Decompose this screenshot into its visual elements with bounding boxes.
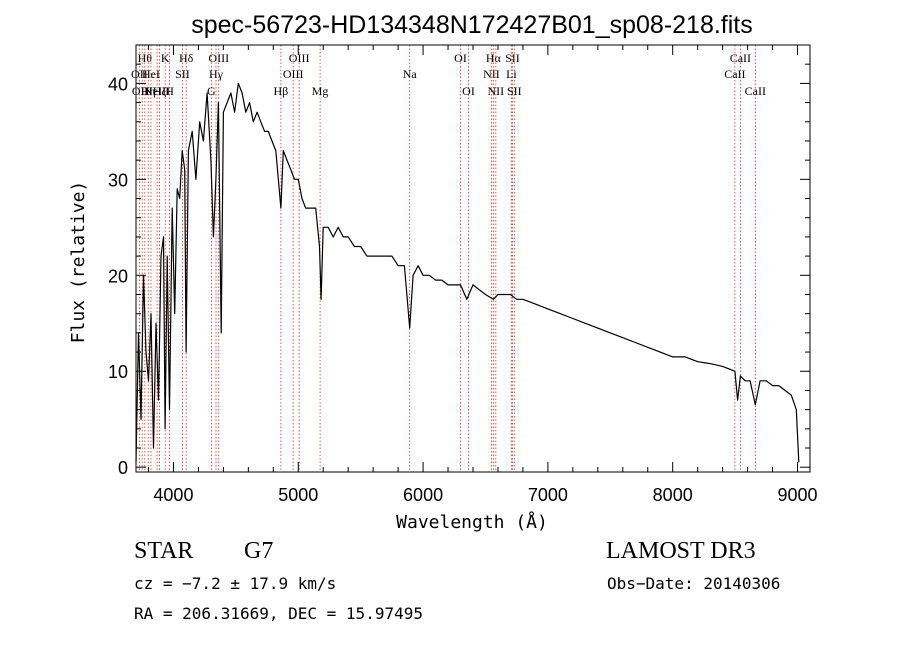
y-tick-label-4: 40 xyxy=(108,74,128,94)
marker-label-10: Hδ xyxy=(179,51,194,65)
marker-label-6: Hζ xyxy=(153,84,167,98)
series-group xyxy=(135,82,800,463)
marker-label-15: OIII xyxy=(283,67,304,81)
marker-label-11: G xyxy=(207,84,216,98)
chart-title: spec-56723-HD134348N172427B01_sp08-218.f… xyxy=(191,11,753,39)
marker-label-14: Hβ xyxy=(274,84,289,98)
marker-label-9: SII xyxy=(175,67,190,81)
marker-label-1: OIII xyxy=(132,84,153,98)
series-line-0 xyxy=(135,82,800,463)
marker-label-7: K xyxy=(161,51,170,65)
marker-label-18: Na xyxy=(403,67,418,81)
plot-frame xyxy=(135,44,811,473)
coordinates: RA = 206.31669, DEC = 15.97495 xyxy=(134,604,423,623)
marker-label-0: OII xyxy=(131,67,148,81)
x-tick-label-0: 4000 xyxy=(153,485,193,505)
x-tick-label-2: 6000 xyxy=(403,485,443,505)
line-markers: OIIOIIIHθHηHeINeIIIHζKHSIIHδGHγOIIIHβOII… xyxy=(131,45,766,472)
observation-date: Obs−Date: 20140306 xyxy=(607,574,781,593)
marker-label-21: NII xyxy=(483,67,500,81)
marker-label-4: HeI xyxy=(142,67,160,81)
y-axis-label: Flux (relative) xyxy=(68,181,89,344)
y-tick-label-1: 10 xyxy=(108,362,128,382)
y-tick-label-0: 0 xyxy=(118,458,128,478)
marker-label-29: CaII xyxy=(745,84,766,98)
marker-label-23: NII xyxy=(488,84,505,98)
object-class: STAR xyxy=(134,538,194,564)
x-axis-label: Wavelength (Å) xyxy=(396,511,548,533)
marker-label-19: OI xyxy=(454,51,467,65)
redshift-velocity: cz = −7.2 ± 17.9 km/s xyxy=(134,574,337,593)
x-tick-label-5: 9000 xyxy=(777,485,817,505)
marker-label-13: OIII xyxy=(208,51,229,65)
x-tick-label-3: 7000 xyxy=(528,485,568,505)
marker-label-17: Mg xyxy=(312,84,329,98)
x-tick-label-4: 8000 xyxy=(653,485,693,505)
marker-label-26: SII xyxy=(507,84,522,98)
marker-label-24: Li xyxy=(506,67,517,81)
marker-label-16: OIII xyxy=(289,51,310,65)
spectral-subclass: G7 xyxy=(244,538,274,564)
y-tick-label-2: 20 xyxy=(108,266,128,286)
marker-label-27: CaII xyxy=(724,67,745,81)
axes: 4000 5000 6000 7000 8000 9000 0 10 20 30 40 xyxy=(108,44,818,505)
survey-name: LAMOST DR3 xyxy=(606,538,756,564)
marker-label-12: Hγ xyxy=(209,67,224,81)
y-tick-label-3: 30 xyxy=(108,170,128,190)
marker-label-5: NeIII xyxy=(144,84,170,98)
marker-label-2: Hθ xyxy=(138,51,153,65)
marker-label-3: Hη xyxy=(141,84,156,98)
marker-label-25: SII xyxy=(505,51,520,65)
x-tick-label-1: 5000 xyxy=(278,485,318,505)
marker-label-22: Hα xyxy=(486,51,502,65)
marker-label-8: H xyxy=(165,84,174,98)
marker-label-20: OI xyxy=(462,84,475,98)
marker-label-28: CaII xyxy=(730,51,751,65)
